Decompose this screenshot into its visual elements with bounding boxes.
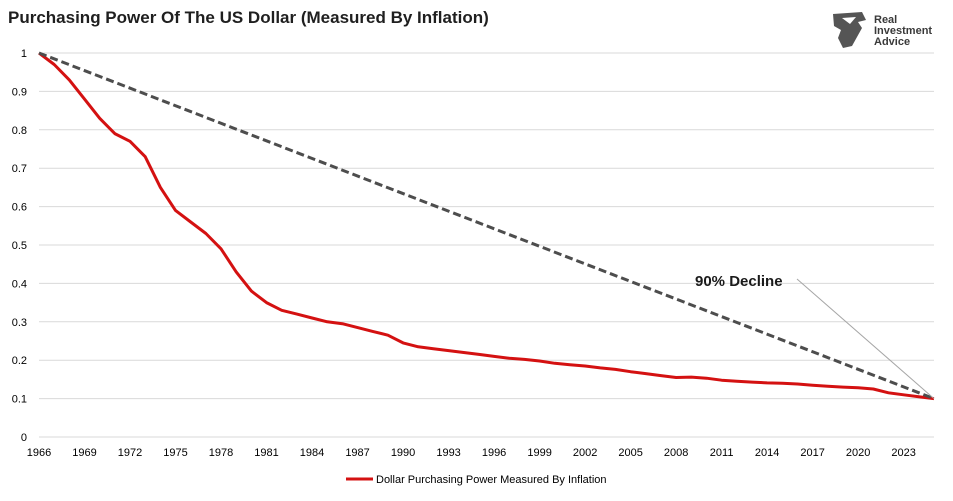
- trend-line-dashed: [38, 51, 935, 400]
- x-tick-label: 2011: [710, 447, 734, 459]
- x-tick-label: 1978: [209, 447, 233, 459]
- legend-label: Dollar Purchasing Power Measured By Infl…: [376, 474, 607, 486]
- annotation-90-decline: 90% Decline: [695, 273, 783, 290]
- annotation-group: 90% Decline: [695, 273, 935, 399]
- x-tick-label: 1969: [72, 447, 96, 459]
- gridlines: [39, 52, 934, 400]
- x-tick-label: 1996: [482, 447, 506, 459]
- y-tick-label: 0.3: [12, 317, 27, 329]
- logo-line-3: Advice: [874, 36, 910, 48]
- x-tick-label: 2008: [664, 447, 688, 459]
- brand-logo: Real Investment Advice: [833, 12, 932, 48]
- x-tick-label: 1984: [300, 447, 324, 459]
- x-tick-label: 2005: [618, 447, 642, 459]
- legend[interactable]: Dollar Purchasing Power Measured By Infl…: [346, 474, 607, 486]
- x-tick-label: 1999: [527, 447, 551, 459]
- x-tick-label: 2002: [573, 447, 597, 459]
- logo-line-1: Real: [874, 14, 897, 26]
- x-tick-label: 1993: [436, 447, 460, 459]
- y-tick-label: 0.9: [12, 86, 27, 98]
- x-tick-label: 1987: [345, 447, 369, 459]
- y-tick-label: 0.8: [12, 125, 27, 137]
- x-tick-label: 2023: [891, 447, 915, 459]
- logo-line-2: Investment: [874, 25, 932, 37]
- y-tick-label: 0.6: [12, 202, 27, 214]
- x-tick-label: 2014: [755, 447, 779, 459]
- y-tick-label: 0.4: [12, 278, 27, 290]
- y-tick-label: 1: [21, 48, 27, 60]
- series-line-purchasing-power: [38, 51, 935, 401]
- x-tick-label: 1975: [163, 447, 187, 459]
- series-layer: [38, 51, 935, 401]
- x-axis-ticks: 1966 1969 1972 1975 1978 1981 1984 1987 1990 1993…: [27, 447, 916, 459]
- annotation-leader-line: [796, 278, 935, 399]
- x-tick-label: 2020: [846, 447, 870, 459]
- chart-title: Purchasing Power Of The US Dollar (Measu…: [8, 8, 489, 27]
- y-tick-label: 0.5: [12, 240, 27, 252]
- y-tick-label: 0: [21, 432, 27, 444]
- x-tick-label: 1990: [391, 447, 415, 459]
- x-tick-label: 1972: [118, 447, 142, 459]
- x-tick-label: 2017: [800, 447, 824, 459]
- y-tick-label: 0.1: [12, 394, 27, 406]
- x-tick-label: 1981: [254, 447, 278, 459]
- y-tick-label: 0.7: [12, 163, 27, 175]
- y-axis-ticks: 0 0.1 0.2 0.3 0.4 0.5 0.6 0.7 0.8 0.9 1: [12, 48, 27, 444]
- y-tick-label: 0.2: [12, 355, 27, 367]
- x-tick-label: 1966: [27, 447, 51, 459]
- eagle-logo-icon: [833, 12, 866, 48]
